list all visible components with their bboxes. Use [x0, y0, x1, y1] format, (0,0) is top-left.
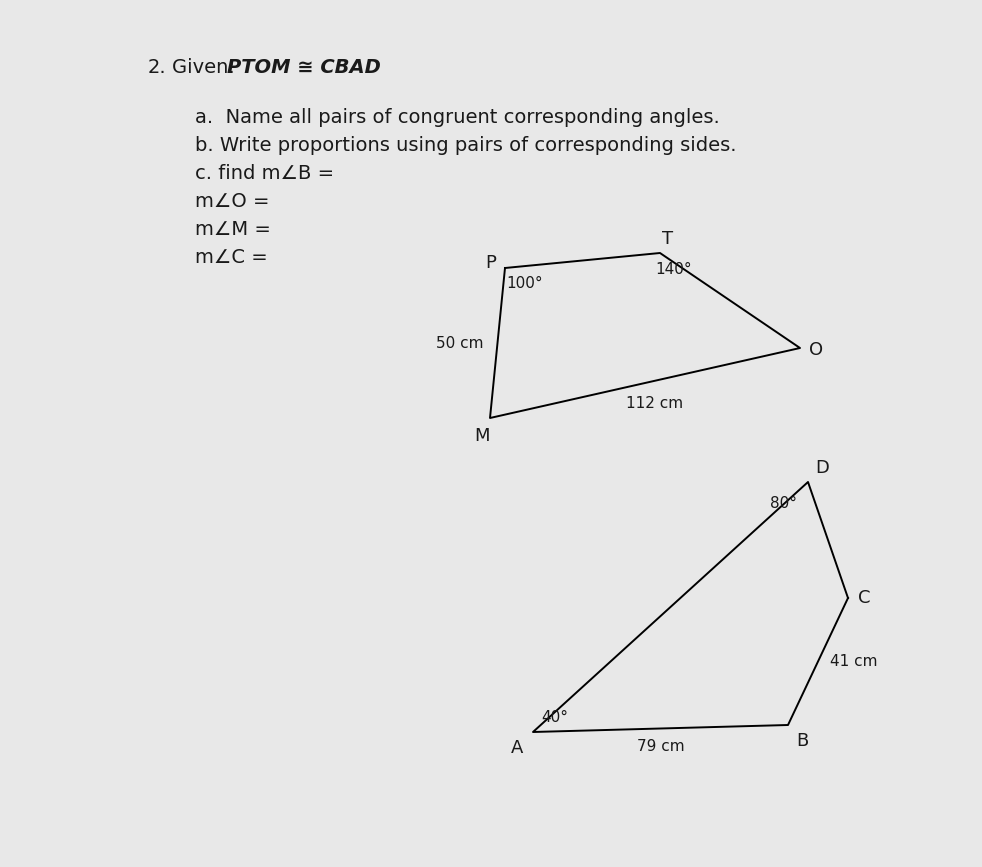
Text: P: P — [485, 254, 497, 272]
Text: 41 cm: 41 cm — [830, 654, 878, 669]
Text: 100°: 100° — [507, 277, 543, 291]
Text: T: T — [663, 230, 674, 248]
Text: 40°: 40° — [541, 710, 569, 726]
Text: 80°: 80° — [771, 497, 797, 512]
Text: A: A — [511, 739, 523, 757]
Text: m∠M =: m∠M = — [195, 220, 271, 239]
Text: B: B — [795, 732, 808, 750]
Text: 140°: 140° — [656, 262, 692, 277]
Text: c. find m∠B =: c. find m∠B = — [195, 164, 334, 183]
Text: M: M — [474, 427, 490, 445]
Text: b. Write proportions using pairs of corresponding sides.: b. Write proportions using pairs of corr… — [195, 136, 736, 155]
Text: Given:: Given: — [172, 58, 242, 77]
Text: O: O — [809, 341, 823, 359]
Text: C: C — [857, 589, 870, 607]
Text: 79 cm: 79 cm — [636, 739, 684, 754]
Text: D: D — [815, 459, 829, 477]
Text: PTOM ≅ CBAD: PTOM ≅ CBAD — [227, 58, 381, 77]
Text: m∠C =: m∠C = — [195, 248, 268, 267]
Text: 2.: 2. — [148, 58, 167, 77]
Text: m∠O =: m∠O = — [195, 192, 269, 211]
Text: 112 cm: 112 cm — [627, 395, 683, 410]
Text: a.  Name all pairs of congruent corresponding angles.: a. Name all pairs of congruent correspon… — [195, 108, 720, 127]
Text: 50 cm: 50 cm — [436, 336, 483, 350]
